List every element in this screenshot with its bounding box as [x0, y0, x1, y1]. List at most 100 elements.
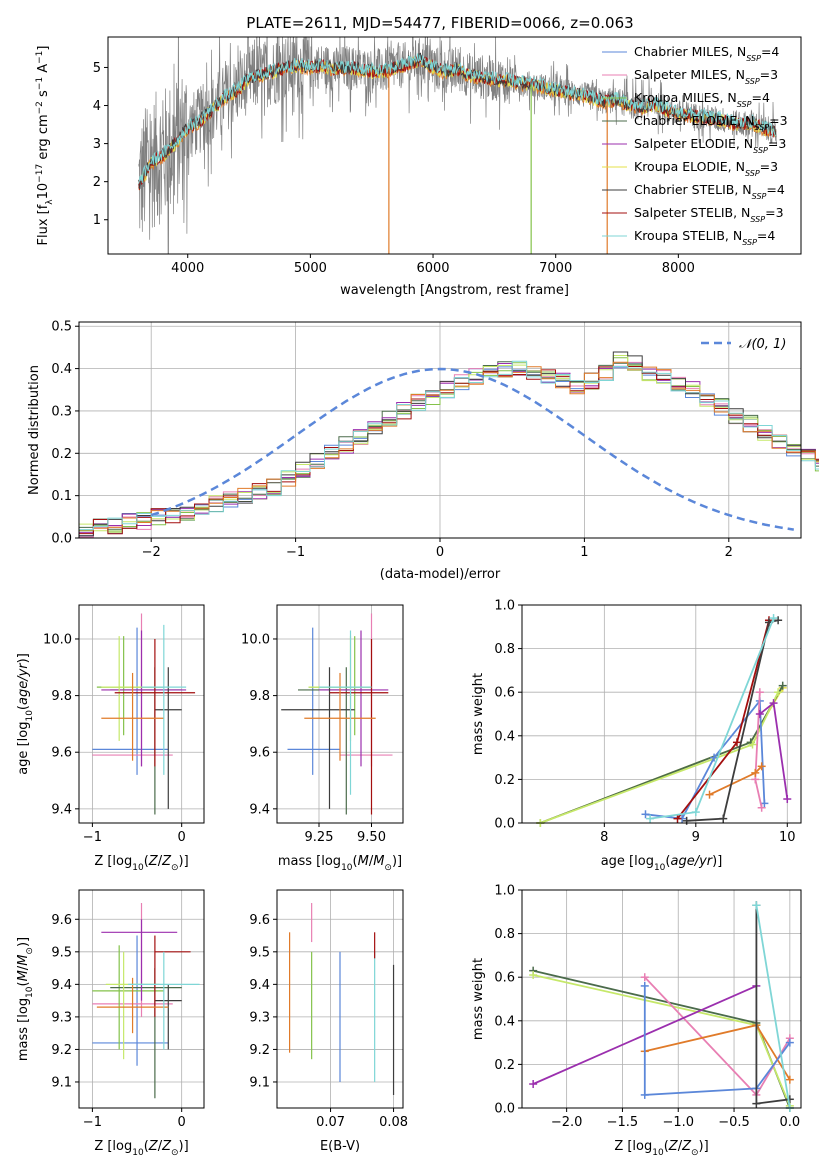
x-axis-label: (data-model)/error: [380, 567, 501, 582]
model-spectrum-line: [138, 52, 777, 190]
legend-entry: Salpeter STELIB, NSSP=3: [634, 205, 784, 224]
series-line: [644, 976, 791, 1097]
label-part: )]: [16, 937, 31, 947]
label-part: Salpeter ELODIE, N: [634, 136, 753, 151]
label-part: age/yr: [16, 662, 31, 705]
label-part: Chabrier STELIB, N: [634, 182, 752, 197]
series-line: [532, 969, 791, 1109]
label-part: Salpeter MILES, N: [634, 67, 745, 82]
y-tick-label: 0.2: [494, 773, 515, 788]
label-part: =3: [760, 67, 778, 82]
histogram-step: [79, 360, 819, 531]
y-tick-label: 0.0: [51, 532, 72, 547]
legend-entry: Kroupa STELIB, NSSP=4: [634, 228, 775, 247]
chart-age_vs_Z: −1 09.49.69.810.0Z [log10(Z/Z⊙)]age [log1…: [16, 604, 205, 873]
spectrum-plot-area: [138, 37, 777, 254]
histogram-group: [79, 351, 819, 538]
chart-mass_vs_EBV: 0.07 0.08 9.1 9.2 9.3 9.4 9.5 9.6 E(B-V): [249, 889, 408, 1154]
label-part: 10: [36, 183, 51, 200]
label-part: )]: [179, 854, 189, 869]
legend-entry: Kroupa MILES, NSSP=4: [634, 90, 770, 109]
y-axis-label: mass [log10(M/M⊙)]: [16, 937, 35, 1061]
series-line: [649, 617, 775, 820]
y-tick-label: 0.4: [494, 729, 515, 744]
axes-frame: [276, 604, 404, 824]
label-part: Z [log: [94, 854, 132, 869]
y-tick-label: 0.3: [51, 404, 72, 419]
y-tick-label: 1.0: [494, 599, 515, 614]
x-tick-label: 9: [692, 830, 700, 845]
y-tick-label: 2: [93, 175, 101, 190]
legend-entry: Chabrier MILES, NSSP=4: [634, 44, 779, 63]
label-part: SSP: [742, 238, 757, 247]
label-part: Z: [148, 1139, 159, 1154]
label-part: Z: [161, 854, 172, 869]
label-part: age [log: [16, 722, 31, 775]
histogram-step: [79, 361, 819, 530]
label-part: /: [158, 854, 163, 869]
x-tick-label: 4000: [171, 261, 204, 276]
x-tick-label: −1.5: [607, 1115, 639, 1130]
y-tick-label: 4: [93, 99, 101, 114]
label-part: ⊙: [384, 863, 392, 873]
label-part: −17: [35, 164, 45, 183]
legend-entry: Salpeter ELODIE, NSSP=3: [634, 136, 786, 155]
x-tick-label: 0.08: [379, 1115, 408, 1130]
label-part: )]: [392, 854, 402, 869]
label-part: −2: [35, 101, 45, 114]
model-spectrum-line: [138, 53, 777, 184]
y-tick-label: 9.2: [51, 1043, 72, 1058]
x-tick-label: −2: [142, 545, 161, 560]
x-tick-label: 5000: [294, 261, 327, 276]
y-tick-label: 0.4: [51, 362, 72, 377]
y-tick-label: 9.4: [249, 978, 270, 993]
label-part: =3: [765, 205, 783, 220]
x-tick-label: 8000: [662, 261, 695, 276]
y-axis-label: Flux [fλ10−17 erg cm−2 s−1 A−1]: [35, 46, 55, 246]
label-part: =4: [757, 228, 775, 243]
label-part: λ: [45, 199, 55, 205]
y-axis-label: age [log10(age/yr)]: [16, 653, 35, 775]
label-part: Z: [161, 1139, 172, 1154]
y-tick-label: 0.2: [494, 1058, 515, 1073]
label-part: )]: [16, 653, 31, 663]
label-part: SSP: [754, 123, 769, 132]
y-tick-label: 0.0: [494, 817, 515, 832]
label-part: mass [log: [278, 854, 341, 869]
y-axis-label: Normed distribution: [27, 365, 42, 495]
label-part: M: [16, 955, 31, 966]
y-tick-label: 9.6: [51, 913, 72, 928]
label-part: Kroupa MILES, N: [634, 90, 737, 105]
label-part: (: [353, 854, 358, 869]
label-part: (: [665, 854, 670, 869]
label-part: SSP: [750, 215, 765, 224]
y-tick-label: 9.6: [249, 913, 270, 928]
x-tick-label: 0: [178, 1115, 186, 1130]
chart-title: PLATE=2611, MJD=54477, FIBERID=0066, z=0…: [246, 14, 633, 32]
legend-entry: Chabrier ELODIE, NSSP=3: [634, 113, 788, 132]
x-tick-label: 10: [779, 830, 796, 845]
label-part: (: [664, 1139, 669, 1154]
x-axis-label: mass [log10(M/M⊙)]: [278, 854, 402, 873]
label-part: Chabrier ELODIE, N: [634, 113, 754, 128]
label-part: ⊙: [171, 1148, 179, 1158]
x-tick-label: 7000: [539, 261, 572, 276]
y-tick-label: 0.8: [494, 927, 515, 942]
histogram-step: [79, 361, 819, 531]
label-part: erg cm: [36, 114, 51, 163]
label-part: ⊙: [691, 1148, 699, 1158]
x-tick-label: 9.25: [305, 830, 334, 845]
y-tick-label: 9.4: [51, 802, 72, 817]
y-tick-label: 1.0: [494, 884, 515, 899]
label-part: (: [16, 705, 31, 710]
axes-frame: [78, 889, 205, 1109]
x-tick-label: 0.07: [316, 1115, 345, 1130]
label-part: SSP: [753, 146, 768, 155]
y-tick-label: 9.3: [51, 1010, 72, 1025]
label-part: SSP: [752, 192, 767, 201]
label-part: (: [144, 1139, 149, 1154]
chart-mw_vs_Z: −2.0 −1.5 −1.0 −0.5 0.0 0.0 0.2 0.4 0.6 0.8 1.0 Z […: [471, 884, 802, 1158]
x-axis-label: age [log10(age/yr)]: [601, 854, 723, 873]
y-tick-label: 9.1: [51, 1075, 72, 1090]
